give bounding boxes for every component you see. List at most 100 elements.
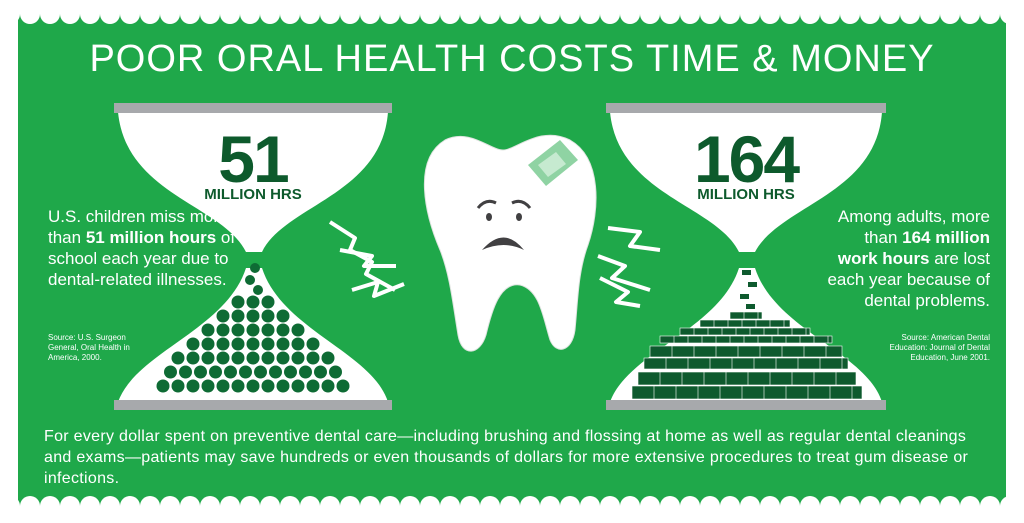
left-unit: MILLION HRS (204, 186, 302, 203)
scallop (460, 4, 480, 24)
scallop (860, 496, 880, 516)
scallop (260, 4, 280, 24)
coin (246, 337, 260, 351)
scallop (140, 4, 160, 24)
right-source: Source: American Dental Education: Journ… (889, 333, 990, 362)
coin (239, 365, 252, 379)
scallop (660, 4, 680, 24)
brick (746, 304, 755, 309)
coin (276, 379, 290, 393)
scallop (860, 4, 880, 24)
brick-row (637, 371, 857, 386)
scallop (660, 496, 680, 516)
scallop (960, 496, 980, 516)
scallop (300, 4, 320, 24)
footer-text: For every dollar spent on preventive den… (44, 428, 969, 487)
scallop (440, 4, 460, 24)
coin (171, 351, 185, 365)
scallop (500, 4, 520, 24)
left-text: U.S. children miss more than 51 million … (48, 206, 238, 290)
right-unit: MILLION HRS (697, 186, 795, 203)
scallop (720, 4, 740, 24)
scallop (200, 4, 220, 24)
scallop (340, 496, 360, 516)
scallop (540, 496, 560, 516)
scallop (980, 496, 1000, 516)
scallop (640, 4, 660, 24)
coin (261, 323, 275, 337)
coin (201, 323, 215, 337)
scallop (80, 496, 100, 516)
scallop (420, 4, 440, 24)
coin (245, 275, 255, 285)
coin (321, 379, 335, 393)
text: Among adults, more than (837, 207, 990, 247)
scallop (800, 496, 820, 516)
left-number: 51 (218, 122, 289, 196)
brick (742, 270, 751, 275)
scallop (560, 4, 580, 24)
coin (156, 379, 170, 393)
scallop (600, 496, 620, 516)
scallop (940, 496, 960, 516)
tooth (424, 134, 597, 352)
scallop (1000, 4, 1020, 24)
scallop (180, 4, 200, 24)
scallop (240, 496, 260, 516)
coin (276, 323, 290, 337)
scallop (460, 496, 480, 516)
brick (740, 294, 749, 299)
scallop (120, 4, 140, 24)
scallop (120, 496, 140, 516)
scallop (440, 496, 460, 516)
brick-row (679, 327, 811, 336)
scallop (760, 4, 780, 24)
scallop (840, 4, 860, 24)
brick-row (659, 335, 833, 344)
scallop (820, 4, 840, 24)
scallop (240, 4, 260, 24)
brick-row (699, 319, 791, 328)
scallop (360, 496, 380, 516)
scallop (760, 496, 780, 516)
left-hourglass (114, 103, 392, 410)
scallop (40, 496, 60, 516)
scallop (380, 4, 400, 24)
scallop (20, 496, 40, 516)
scallop (140, 496, 160, 516)
coin (246, 351, 260, 365)
scallop (160, 4, 180, 24)
scallop (220, 4, 240, 24)
coin (291, 337, 305, 351)
scallop (100, 496, 120, 516)
scallop (920, 4, 940, 24)
scallop (0, 4, 20, 24)
coin (284, 365, 297, 379)
scallop (740, 496, 760, 516)
scallop (500, 496, 520, 516)
scallop (580, 4, 600, 24)
coin (254, 365, 267, 379)
scallop (880, 4, 900, 24)
highlight: 51 million hours (85, 228, 217, 247)
coin (209, 365, 222, 379)
scallop (0, 496, 20, 516)
scallop (1000, 496, 1020, 516)
scallop (80, 4, 100, 24)
scallop (940, 4, 960, 24)
text: are lost each year because of dental pro… (827, 249, 990, 310)
brick-row (649, 345, 843, 358)
brick-row (631, 385, 863, 400)
pain-lines (328, 220, 661, 308)
scallop (700, 496, 720, 516)
coin (179, 365, 192, 379)
scallop (880, 496, 900, 516)
scallop (160, 496, 180, 516)
scallop (20, 4, 40, 24)
scallop (780, 4, 800, 24)
coin (269, 365, 282, 379)
scallop (600, 4, 620, 24)
coin (306, 351, 320, 365)
scallop (420, 496, 440, 516)
